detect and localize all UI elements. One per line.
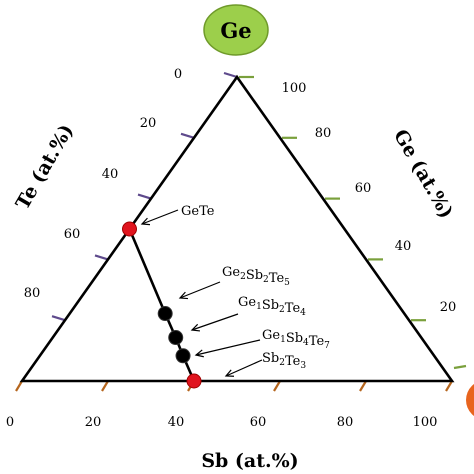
arrowhead <box>178 291 189 300</box>
ge-tick-label: 100 <box>282 81 307 96</box>
tick-labels: 0 20 40 60 80 100 0 20 40 60 80 100 80 60 40 20 <box>6 67 456 430</box>
ge-axis-tick <box>453 364 467 370</box>
label-sb2te3: Sb2Te3 <box>262 351 306 371</box>
label-arrows <box>140 209 263 377</box>
ge-badge-label: Ge <box>220 18 251 43</box>
ternary-triangle <box>19 74 455 383</box>
arrow-sb2te3 <box>225 359 263 377</box>
sb-tick-label: 0 <box>6 415 14 430</box>
te-axis-title: Te (at.%) <box>12 121 78 214</box>
ge-corner-badge: Ge <box>203 4 269 56</box>
te-axis-tick <box>137 193 152 200</box>
te-axis-tick <box>51 315 66 322</box>
arrowhead <box>224 369 235 377</box>
sb-tick-label: 100 <box>413 415 438 430</box>
te-tick-label: 0 <box>174 67 182 82</box>
te-tick-label: 80 <box>24 286 41 301</box>
sb-axis-tick <box>101 380 109 392</box>
marker-ge1sb2te4 <box>168 330 184 346</box>
ge-tick-label: 80 <box>315 126 332 141</box>
te-tick-label: 20 <box>140 116 157 131</box>
arrow-ge2sb2te5 <box>179 281 221 299</box>
label-ge1sb2te4: Ge1Sb2Te4 <box>238 295 306 318</box>
ge-tick-label: 60 <box>355 181 372 196</box>
marker-ge1sb4te7 <box>175 348 191 364</box>
corner-badge-partial <box>466 384 474 416</box>
te-axis-tick <box>223 71 238 79</box>
sb-corner-badge <box>466 384 474 416</box>
arrowhead <box>140 217 151 226</box>
arrow-gete <box>141 209 179 225</box>
label-ge1sb4te7: Ge1Sb4Te7 <box>262 328 330 351</box>
sb-axis-tick <box>445 380 453 392</box>
sb-tick-label: 20 <box>85 415 102 430</box>
te-axis-tick <box>180 132 195 139</box>
label-ge2sb2te5: Ge2Sb2Te5 <box>222 265 290 288</box>
sb-tick-label: 80 <box>337 415 354 430</box>
marker-sb2te3 <box>186 373 202 389</box>
sb-tick-label: 40 <box>168 415 185 430</box>
te-tick-label: 60 <box>64 227 81 242</box>
sb-tick-label: 60 <box>250 415 267 430</box>
marker-ge2sb2te5 <box>157 306 173 322</box>
arrow-ge1sb4te7 <box>195 339 261 356</box>
sb-axis-tick <box>273 380 281 392</box>
ge-axis-title: Ge (at.%) <box>389 126 457 222</box>
sb-axis-title: Sb (at.%) <box>201 450 298 472</box>
marker-gete <box>122 221 137 237</box>
arrowhead <box>194 349 204 358</box>
arrow-ge1sb2te4 <box>191 313 239 331</box>
ge-tick-label: 40 <box>395 239 412 254</box>
ge-tick-label: 20 <box>440 300 457 315</box>
sb-axis-tick <box>15 380 23 392</box>
ge-badge-ellipse <box>203 4 269 56</box>
te-tick-label: 40 <box>102 167 119 182</box>
te-axis-tick <box>94 254 109 261</box>
label-gete: GeTe <box>181 204 215 219</box>
sb-axis-tick <box>359 380 367 392</box>
phase-markers <box>122 221 202 389</box>
tick-marks <box>15 71 467 392</box>
arrowhead <box>190 323 201 332</box>
